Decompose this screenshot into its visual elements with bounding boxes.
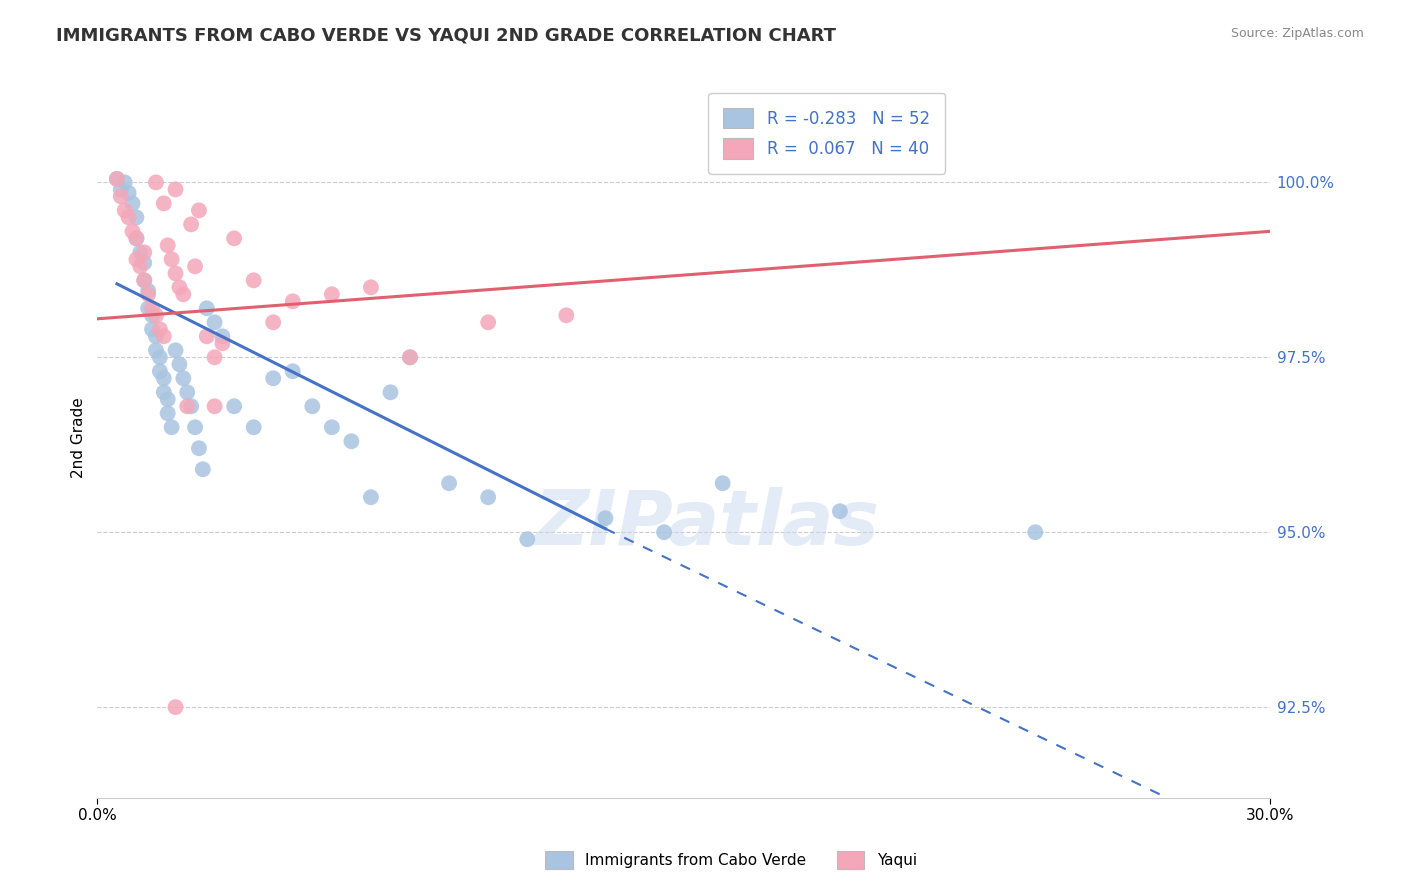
Point	[165, 182, 187, 196]
Point	[195, 329, 218, 343]
Point	[204, 351, 226, 365]
Legend: R = -0.283   N = 52, R =  0.067   N = 40: R = -0.283 N = 52, R = 0.067 N = 40	[709, 93, 945, 174]
Text: Source: ZipAtlas.com: Source: ZipAtlas.com	[1230, 27, 1364, 40]
Text: ZIPatlas: ZIPatlas	[534, 487, 880, 561]
Point	[125, 231, 148, 245]
Point	[195, 301, 218, 316]
Point	[281, 364, 304, 378]
Point	[149, 322, 172, 336]
Point	[152, 385, 174, 400]
Point	[141, 301, 163, 316]
Point	[204, 399, 226, 413]
Point	[224, 231, 246, 245]
Point	[555, 308, 578, 322]
Point	[114, 175, 136, 189]
Point	[224, 399, 246, 413]
Point	[652, 525, 675, 540]
Point	[1024, 525, 1046, 540]
Point	[136, 301, 159, 316]
Point	[184, 260, 207, 274]
Point	[188, 203, 211, 218]
Point	[301, 399, 323, 413]
Y-axis label: 2nd Grade: 2nd Grade	[72, 397, 86, 478]
Point	[129, 245, 152, 260]
Point	[242, 273, 264, 287]
Point	[262, 315, 284, 329]
Point	[204, 315, 226, 329]
Point	[125, 211, 148, 225]
Point	[149, 351, 172, 365]
Point	[211, 329, 233, 343]
Point	[136, 287, 159, 301]
Point	[156, 392, 179, 407]
Point	[156, 406, 179, 420]
Point	[145, 329, 167, 343]
Point	[477, 315, 499, 329]
Point	[110, 182, 132, 196]
Point	[145, 343, 167, 358]
Point	[156, 238, 179, 252]
Point	[105, 172, 128, 186]
Point	[172, 287, 194, 301]
Point	[141, 322, 163, 336]
Point	[360, 490, 382, 504]
Text: IMMIGRANTS FROM CABO VERDE VS YAQUI 2ND GRADE CORRELATION CHART: IMMIGRANTS FROM CABO VERDE VS YAQUI 2ND …	[56, 27, 837, 45]
Point	[121, 224, 143, 238]
Point	[399, 351, 422, 365]
Point	[134, 256, 156, 270]
Point	[477, 490, 499, 504]
Point	[125, 252, 148, 267]
Point	[160, 252, 183, 267]
Point	[141, 308, 163, 322]
Point	[516, 532, 538, 546]
Point	[180, 218, 202, 232]
Point	[152, 329, 174, 343]
Point	[180, 399, 202, 413]
Point	[172, 371, 194, 385]
Point	[145, 175, 167, 189]
Point	[114, 203, 136, 218]
Point	[399, 351, 422, 365]
Point	[136, 284, 159, 298]
Point	[117, 186, 139, 200]
Point	[828, 504, 851, 518]
Point	[125, 231, 148, 245]
Point	[165, 343, 187, 358]
Point	[321, 287, 343, 301]
Legend: Immigrants from Cabo Verde, Yaqui: Immigrants from Cabo Verde, Yaqui	[540, 845, 922, 875]
Point	[191, 462, 214, 476]
Point	[360, 280, 382, 294]
Point	[121, 196, 143, 211]
Point	[211, 336, 233, 351]
Point	[117, 211, 139, 225]
Point	[321, 420, 343, 434]
Point	[152, 196, 174, 211]
Point	[595, 511, 617, 525]
Point	[152, 371, 174, 385]
Point	[129, 260, 152, 274]
Point	[437, 476, 460, 491]
Point	[169, 280, 191, 294]
Point	[105, 172, 128, 186]
Point	[145, 308, 167, 322]
Point	[165, 266, 187, 280]
Point	[110, 189, 132, 203]
Point	[188, 442, 211, 456]
Point	[134, 273, 156, 287]
Point	[711, 476, 734, 491]
Point	[165, 700, 187, 714]
Point	[149, 364, 172, 378]
Point	[160, 420, 183, 434]
Point	[134, 245, 156, 260]
Point	[340, 434, 363, 449]
Point	[281, 294, 304, 309]
Point	[380, 385, 402, 400]
Point	[169, 357, 191, 371]
Point	[242, 420, 264, 434]
Point	[176, 399, 198, 413]
Point	[176, 385, 198, 400]
Point	[184, 420, 207, 434]
Point	[262, 371, 284, 385]
Point	[134, 273, 156, 287]
